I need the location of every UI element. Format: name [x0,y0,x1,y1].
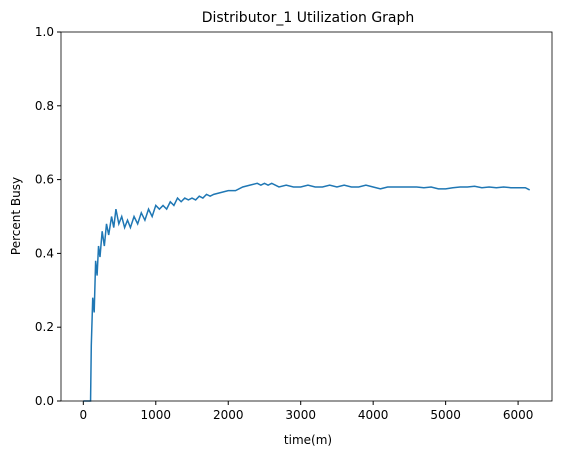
data-line [83,182,531,402]
x-tick-label: 2000 [213,408,244,422]
y-tick-label: 0.6 [35,173,54,187]
y-tick-label: 1.0 [35,25,54,39]
y-tick-label: 0.2 [35,320,54,334]
x-axis-label: time(m) [284,433,332,447]
chart-title: Distributor_1 Utilization Graph [202,10,415,26]
x-tick-label: 4000 [358,408,389,422]
axes-frame [60,31,553,402]
x-tick-label: 1000 [141,408,172,422]
x-tick-label: 3000 [285,408,316,422]
x-tick-label: 6000 [503,408,534,422]
x-tick-label: 0 [79,408,87,422]
y-axis-label: Percent Busy [9,177,23,255]
y-tick-label: 0.8 [35,99,54,113]
x-tick-label: 5000 [430,408,461,422]
y-tick-label: 0.0 [35,394,54,408]
y-tick-label: 0.4 [35,246,54,260]
